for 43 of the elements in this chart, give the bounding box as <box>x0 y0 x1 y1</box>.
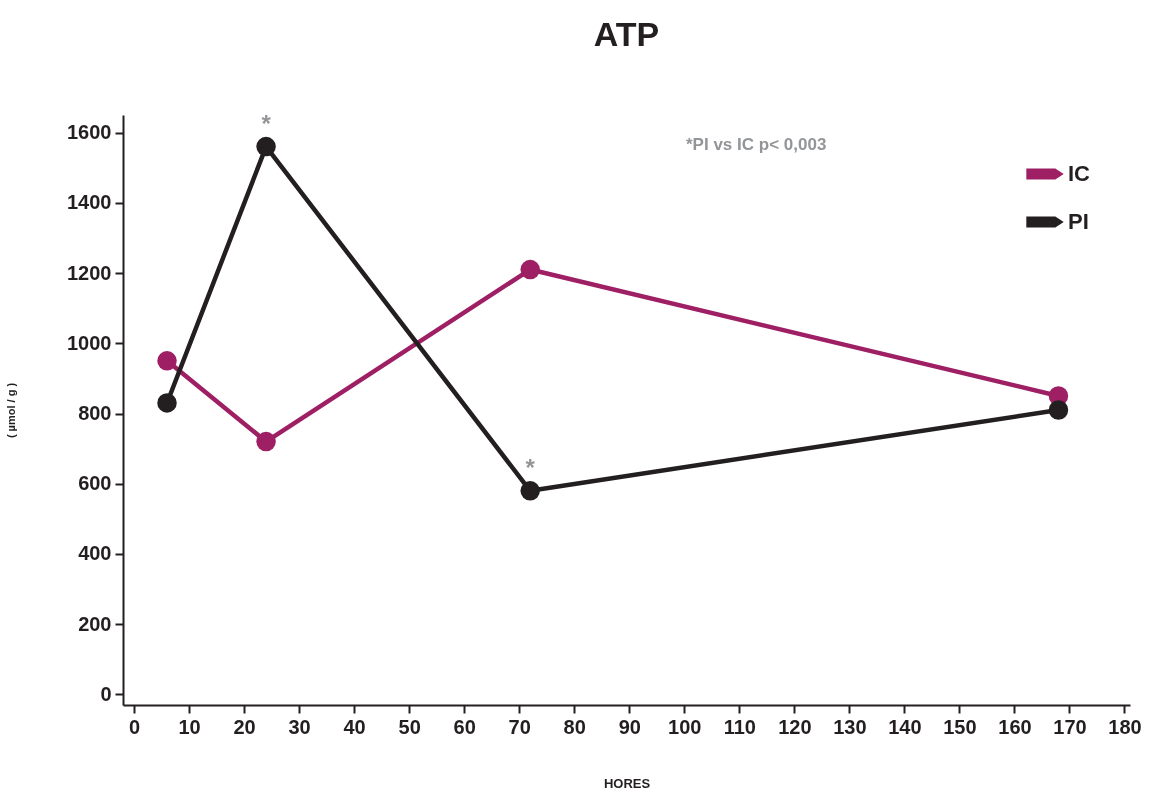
y-tick-label: 1200 <box>67 261 112 284</box>
point <box>520 481 540 501</box>
point <box>157 351 177 371</box>
x-tick-label: 60 <box>453 715 476 738</box>
y-tick-label: 1600 <box>67 121 112 144</box>
annotation: * <box>261 109 272 137</box>
x-axis-title: HORES <box>603 775 651 791</box>
y-tick-label: 0 <box>100 682 112 705</box>
y-tick-label: 200 <box>78 612 112 635</box>
legend-label: PI <box>1068 209 1089 234</box>
x-tick-label: 0 <box>128 715 141 738</box>
chart-title: ATP <box>593 14 660 53</box>
x-tick-label: 180 <box>1108 715 1142 738</box>
point <box>520 259 540 280</box>
x-tick-label: 120 <box>778 715 812 738</box>
x-tick-label: 50 <box>398 715 421 738</box>
x-tick-label: 30 <box>288 715 311 738</box>
x-tick-label: 100 <box>668 715 702 738</box>
x-tick-label: 10 <box>178 715 201 738</box>
x-tick-label: 70 <box>508 715 531 738</box>
x-tick-label: 40 <box>343 715 366 738</box>
annotation: * <box>525 453 536 481</box>
y-tick-label: 800 <box>78 402 112 425</box>
point <box>157 393 177 413</box>
y-tick-label: 400 <box>78 542 112 565</box>
y-axis-title: ( µmol / g ) <box>5 382 18 439</box>
annotation: *PI vs IC p< 0,003 <box>686 135 827 154</box>
point <box>256 136 276 157</box>
x-tick-label: 20 <box>233 715 256 738</box>
y-tick-label: 1400 <box>67 191 112 214</box>
x-tick-label: 150 <box>943 715 977 738</box>
point <box>256 431 276 452</box>
y-tick-label: 1000 <box>67 331 112 354</box>
x-tick-label: 90 <box>618 715 641 738</box>
x-tick-label: 140 <box>888 715 922 738</box>
x-tick-label: 170 <box>1053 715 1087 738</box>
x-tick-label: 110 <box>723 715 756 738</box>
y-tick-label: 600 <box>78 472 112 495</box>
legend-label: IC <box>1068 161 1091 186</box>
point <box>1048 400 1069 420</box>
x-tick-label: 160 <box>998 715 1032 738</box>
x-tick-label: 130 <box>833 715 867 738</box>
x-tick-label: 80 <box>563 715 586 738</box>
